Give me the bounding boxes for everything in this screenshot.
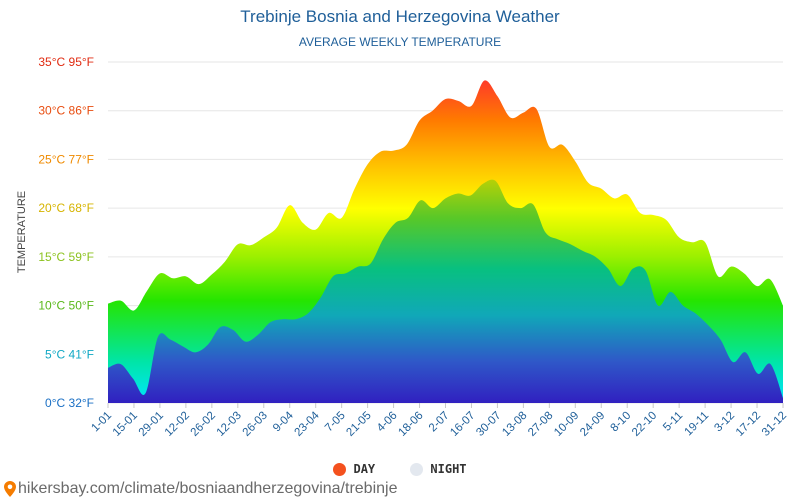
y-tick-label: 20°C 68°F [38,201,94,215]
legend-item-night[interactable]: NIGHT [410,462,467,476]
y-tick-label: 0°C 32°F [45,396,94,410]
x-tick-label: 23-04 [293,409,323,439]
x-tick-label: 12-02 [163,410,192,439]
x-tick-label: 12-03 [215,410,244,439]
x-tick-label: 30-07 [474,410,503,439]
x-tick-label: 24-09 [578,410,607,439]
y-tick-label: 15°C 59°F [38,250,94,264]
y-tick-label: 35°C 95°F [38,55,94,69]
x-tick-label: 21-05 [344,410,373,439]
y-tick-label: 10°C 50°F [38,299,94,313]
x-tick-label: 15-01 [111,410,140,439]
y-tick-label: 5°C 41°F [45,347,94,361]
x-tick-label: 26-02 [189,410,218,439]
x-tick-label: 27-08 [526,410,555,439]
y-axis-label: TEMPERATURE [16,191,28,273]
day-dot-icon [333,462,347,476]
x-tick-label: 31-12 [760,410,789,439]
y-tick-label: 25°C 77°F [38,152,94,166]
x-tick-label: 10-09 [552,410,581,439]
x-tick-label: 13-08 [500,410,529,439]
source-link[interactable]: hikersbay.com/climate/bosniaandherzegovi… [4,480,397,498]
night-series-area [108,179,783,403]
legend-night-label: NIGHT [430,462,467,476]
x-tick-label: 19-11 [683,410,712,439]
x-tick-label: 29-01 [137,410,166,439]
map-pin-icon [4,481,16,497]
x-tick-label: 17-12 [734,410,763,439]
temperature-chart: 0°C 32°F 5°C 41°F 10°C 50°F 15°C 59°F 20°C 6… [16,55,789,439]
x-tick-label: 18-06 [396,410,425,439]
y-tick-label: 30°C 86°F [38,104,94,118]
night-dot-icon [410,462,424,476]
x-tick-label: 22-10 [630,410,659,439]
x-tick-label: 16-07 [448,410,477,439]
legend-item-day[interactable]: DAY [333,462,375,476]
y-axis-ticks: 0°C 32°F 5°C 41°F 10°C 50°F 15°C 59°F 20°C 6… [38,55,94,410]
source-text: hikersbay.com/climate/bosniaandherzegovi… [18,480,398,497]
chart-legend: DAY NIGHT [0,462,800,479]
x-tick-label: 26-03 [241,410,270,439]
legend-day-label: DAY [353,462,376,476]
chart-title: Trebinje Bosnia and Herzegovina Weather [240,7,560,26]
chart-subtitle: AVERAGE WEEKLY TEMPERATURE [298,35,502,49]
